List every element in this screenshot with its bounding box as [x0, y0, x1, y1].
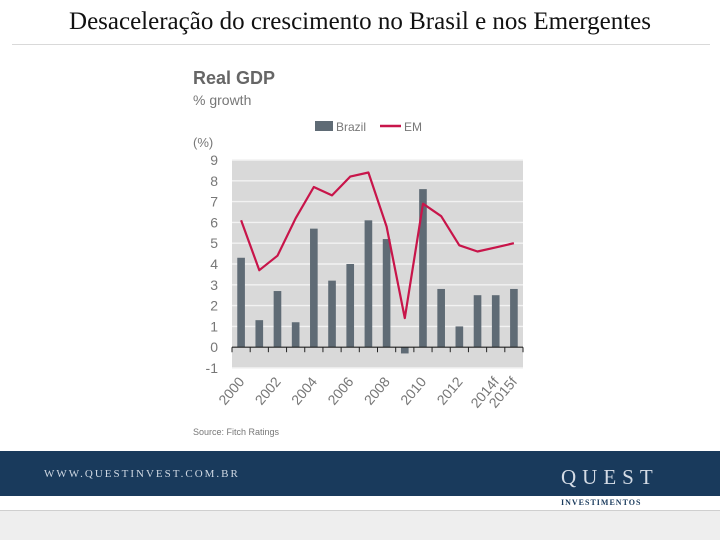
- bar-brazil-2010: [419, 189, 427, 348]
- bar-brazil-2000: [237, 257, 245, 348]
- y-tick-label: 6: [210, 214, 218, 230]
- bar-brazil-2002: [273, 291, 282, 348]
- legend-label-brazil: Brazil: [336, 120, 366, 134]
- y-tick-label: 8: [210, 173, 218, 189]
- bar-brazil-2014f: [491, 295, 500, 348]
- real-gdp-chart: Real GDP % growth Brazil EM (%) -1 0 1 2 3 4 5…: [193, 68, 524, 437]
- bar-brazil-2004: [310, 228, 318, 348]
- y-tick-label: 9: [210, 152, 218, 168]
- x-tick-marks: [231, 347, 524, 353]
- bottom-divider: [0, 510, 720, 511]
- legend-label-em: EM: [404, 120, 422, 134]
- x-tick-label: 2004: [288, 373, 320, 407]
- y-axis-label: (%): [193, 135, 213, 150]
- title-divider: [12, 44, 710, 45]
- bar-brazil-2008: [382, 239, 391, 348]
- y-tick-label: 5: [210, 235, 218, 251]
- brand-subtitle: INVESTIMENTOS: [561, 498, 642, 507]
- y-tick-label: 3: [210, 277, 218, 293]
- brand-logo: QUEST: [561, 465, 659, 489]
- brazil-bars: [237, 189, 518, 354]
- bar-brazil-2009: [400, 347, 409, 354]
- x-tick-label: 2012: [433, 373, 465, 407]
- footer-band: WWW.QUESTINVEST.COM.BR QUEST: [0, 451, 720, 496]
- y-tick-label: 1: [210, 318, 218, 334]
- bar-brazil-2011: [437, 288, 445, 348]
- chart-legend: Brazil EM: [315, 120, 422, 134]
- y-tick-label: 0: [210, 339, 218, 355]
- y-tick-label: 2: [210, 298, 218, 314]
- x-tick-label: 2008: [361, 373, 393, 407]
- y-tick-label: 4: [210, 256, 218, 272]
- chart-source: Source: Fitch Ratings: [193, 427, 280, 437]
- y-tick-labels: -1 0 1 2 3 4 5 6 7 8 9: [206, 152, 219, 376]
- slide-title: Desaceleração do crescimento no Brasil e…: [69, 8, 651, 35]
- x-tick-label: 2000: [215, 373, 247, 407]
- x-tick-label: 2006: [324, 373, 356, 407]
- chart-title: Real GDP: [193, 68, 275, 88]
- chart-subtitle: % growth: [193, 92, 251, 108]
- bar-brazil-2007: [364, 220, 373, 348]
- bar-brazil-2001: [255, 320, 264, 348]
- em-series-line: [240, 171, 515, 320]
- footer-website-link[interactable]: WWW.QUESTINVEST.COM.BR: [44, 468, 240, 480]
- legend-swatch-brazil: [315, 121, 333, 131]
- bar-brazil-2013: [473, 295, 482, 348]
- bar-brazil-2006: [346, 264, 355, 348]
- bar-brazil-2003: [291, 322, 300, 348]
- bottom-strip: [0, 511, 720, 540]
- y-tick-label: 7: [210, 194, 218, 210]
- bar-brazil-2005: [328, 280, 336, 348]
- bar-brazil-2012: [455, 326, 464, 348]
- bar-brazil-2015f: [510, 288, 518, 348]
- x-tick-label: 2010: [397, 373, 429, 407]
- x-tick-label: 2002: [251, 373, 283, 407]
- y-tick-label: -1: [206, 360, 219, 376]
